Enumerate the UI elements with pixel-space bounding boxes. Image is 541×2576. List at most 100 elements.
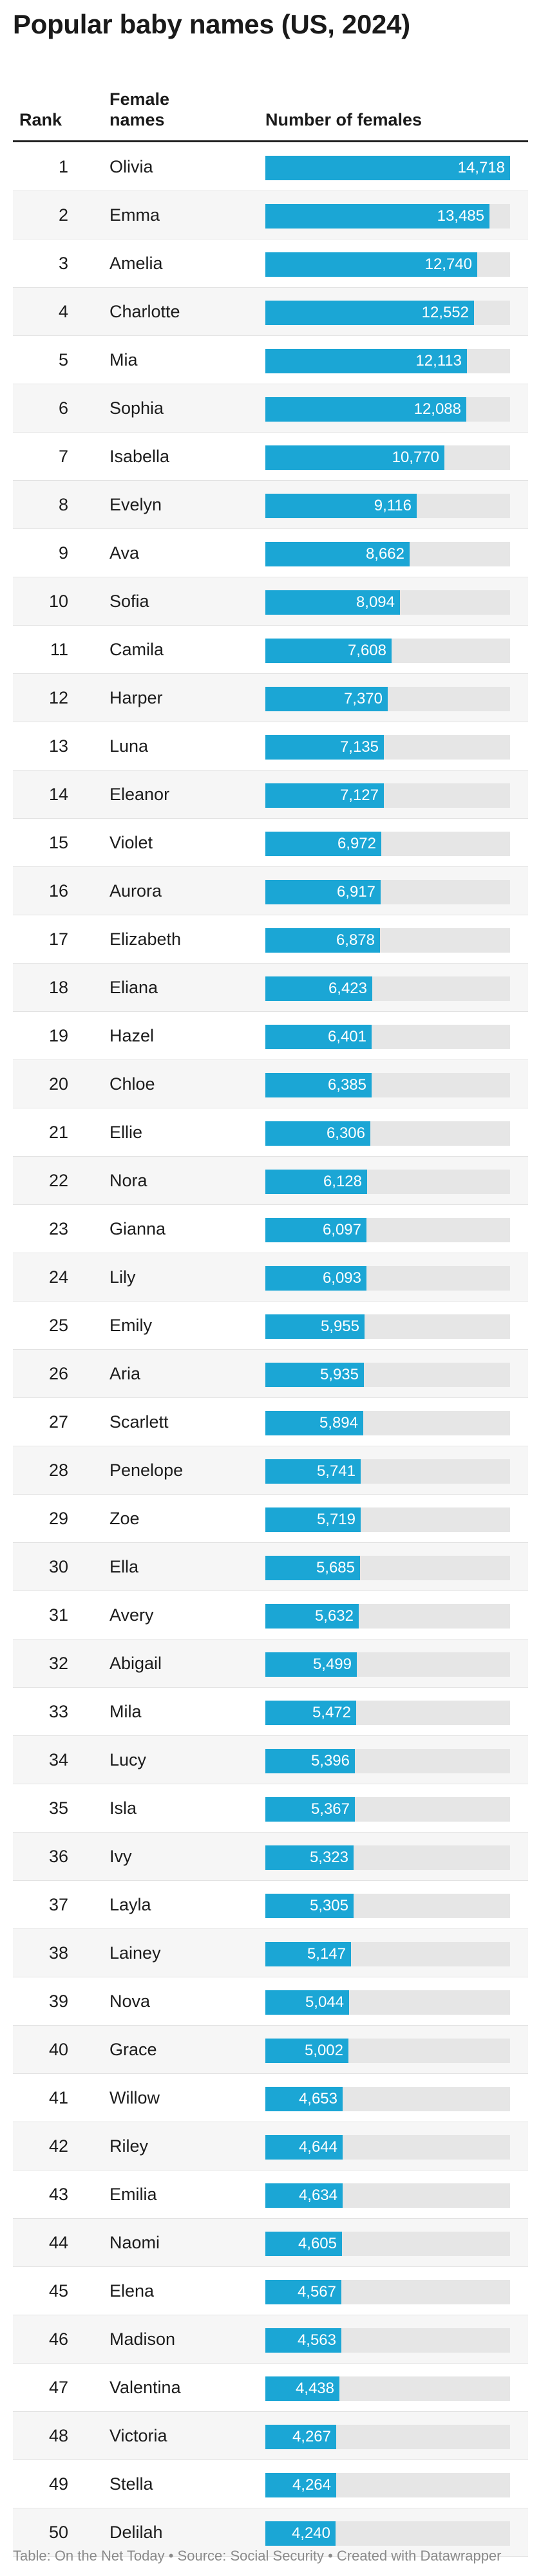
bar-value-label: 4,267	[292, 2428, 331, 2445]
name-cell: Mila	[109, 1702, 142, 1721]
bar	[265, 2183, 343, 2208]
bar-track: 4,438	[265, 2376, 510, 2401]
name-cell: Ellie	[109, 1123, 143, 1142]
bar	[265, 1749, 355, 1773]
bar-value-label: 6,128	[323, 1173, 362, 1190]
table-row: 33 Mila 5,472	[13, 1688, 528, 1736]
bar-value-label: 4,634	[298, 2187, 337, 2204]
bar-value-label: 6,423	[328, 980, 367, 997]
rank-cell: 11	[50, 640, 68, 659]
bar-value-label: 5,396	[310, 1752, 350, 1769]
table-row: 4 Charlotte 12,552	[13, 288, 528, 336]
rank-cell: 39	[48, 1992, 68, 2011]
bar-value-label: 8,662	[365, 545, 404, 563]
name-cell: Elizabeth	[109, 929, 182, 949]
name-cell: Luna	[109, 736, 149, 756]
rank-cell: 32	[48, 1654, 68, 1673]
bar-value-label: 4,653	[298, 2090, 337, 2107]
rank-cell: 15	[48, 833, 68, 852]
bar	[265, 976, 372, 1001]
name-cell: Lucy	[109, 1750, 147, 1769]
bar-track: 5,147	[265, 1942, 510, 1966]
table-row: 13 Luna 7,135	[13, 722, 528, 770]
rank-cell: 22	[48, 1171, 68, 1190]
table-row: 50 Delilah 4,240	[13, 2508, 528, 2557]
bar-track: 5,935	[265, 1363, 510, 1387]
rank-cell: 48	[48, 2426, 68, 2445]
bar-value-label: 5,472	[312, 1704, 351, 1721]
bar-value-label: 7,608	[347, 642, 386, 659]
bar	[265, 832, 381, 856]
name-cell: Emilia	[109, 2185, 157, 2204]
bar-value-label: 5,002	[304, 2042, 343, 2059]
table-row: 43 Emilia 4,634	[13, 2170, 528, 2219]
bar	[265, 639, 392, 663]
table-row: 14 Eleanor 7,127	[13, 770, 528, 819]
bar-value-label: 12,113	[415, 352, 462, 369]
bar	[265, 1604, 359, 1629]
bar-track: 7,608	[265, 639, 510, 663]
name-cell: Willow	[109, 2088, 160, 2107]
name-cell: Eleanor	[109, 785, 170, 804]
bar-track: 8,662	[265, 542, 510, 566]
table-row: 46 Madison 4,563	[13, 2315, 528, 2364]
bar-value-label: 6,097	[322, 1221, 361, 1238]
rank-cell: 44	[48, 2233, 68, 2252]
table-row: 34 Lucy 5,396	[13, 1736, 528, 1784]
rank-cell: 33	[48, 1702, 68, 1721]
bar-value-label: 7,135	[339, 738, 379, 756]
bar-value-label: 5,499	[312, 1656, 352, 1673]
name-cell: Camila	[109, 640, 164, 659]
rank-cell: 47	[48, 2378, 68, 2397]
table-row: 35 Isla 5,367	[13, 1784, 528, 1833]
table-row: 20 Chloe 6,385	[13, 1060, 528, 1108]
bar	[265, 1652, 357, 1677]
bar-value-label: 6,972	[337, 835, 376, 852]
bar-track: 4,567	[265, 2280, 510, 2304]
rank-cell: 45	[48, 2281, 68, 2301]
bar	[265, 445, 444, 470]
bar-value-label: 7,370	[343, 690, 383, 707]
name-cell: Hazel	[109, 1026, 155, 1045]
rank-cell: 37	[48, 1895, 68, 1914]
name-cell: Ava	[109, 543, 140, 563]
table-row: 27 Scarlett 5,894	[13, 1398, 528, 1446]
bar-value-label: 12,088	[413, 400, 461, 418]
bar	[265, 2232, 342, 2256]
table-row: 10 Sofia 8,094	[13, 577, 528, 626]
bar	[265, 2087, 343, 2111]
bar	[265, 2376, 339, 2401]
bar-value-label: 7,127	[339, 787, 379, 804]
rank-cell: 8	[58, 495, 68, 514]
name-cell: Evelyn	[109, 495, 162, 514]
bar-value-label: 6,917	[336, 883, 375, 901]
bar-value-label: 6,401	[327, 1028, 366, 1045]
bar-track: 6,128	[265, 1170, 510, 1194]
table-row: 40 Grace 5,002	[13, 2026, 528, 2074]
table-row: 18 Eliana 6,423	[13, 964, 528, 1012]
rank-cell: 43	[48, 2185, 68, 2204]
rank-cell: 38	[48, 1943, 68, 1963]
header-female-names: Female names	[109, 89, 170, 129]
rank-cell: 25	[48, 1316, 68, 1335]
rank-cell: 17	[48, 929, 68, 949]
bar-value-label: 8,094	[356, 593, 395, 611]
rank-cell: 16	[48, 881, 68, 901]
bar-track: 7,370	[265, 687, 510, 711]
table-row: 49 Stella 4,264	[13, 2460, 528, 2508]
name-cell: Nova	[109, 1992, 151, 2011]
name-cell: Isabella	[109, 447, 170, 466]
header-rank: Rank	[19, 110, 62, 129]
bar-track: 14,718	[265, 156, 510, 180]
rank-cell: 28	[48, 1461, 68, 1480]
bar-value-label: 5,719	[316, 1511, 356, 1528]
bar-track: 5,396	[265, 1749, 510, 1773]
name-cell: Naomi	[109, 2233, 160, 2252]
name-cell: Elena	[109, 2281, 155, 2301]
bar	[265, 1170, 367, 1194]
bar	[265, 1701, 356, 1725]
bar-value-label: 4,567	[297, 2283, 336, 2301]
table-row: 36 Ivy 5,323	[13, 1833, 528, 1881]
name-cell: Sophia	[109, 398, 164, 418]
rank-cell: 5	[58, 350, 68, 369]
